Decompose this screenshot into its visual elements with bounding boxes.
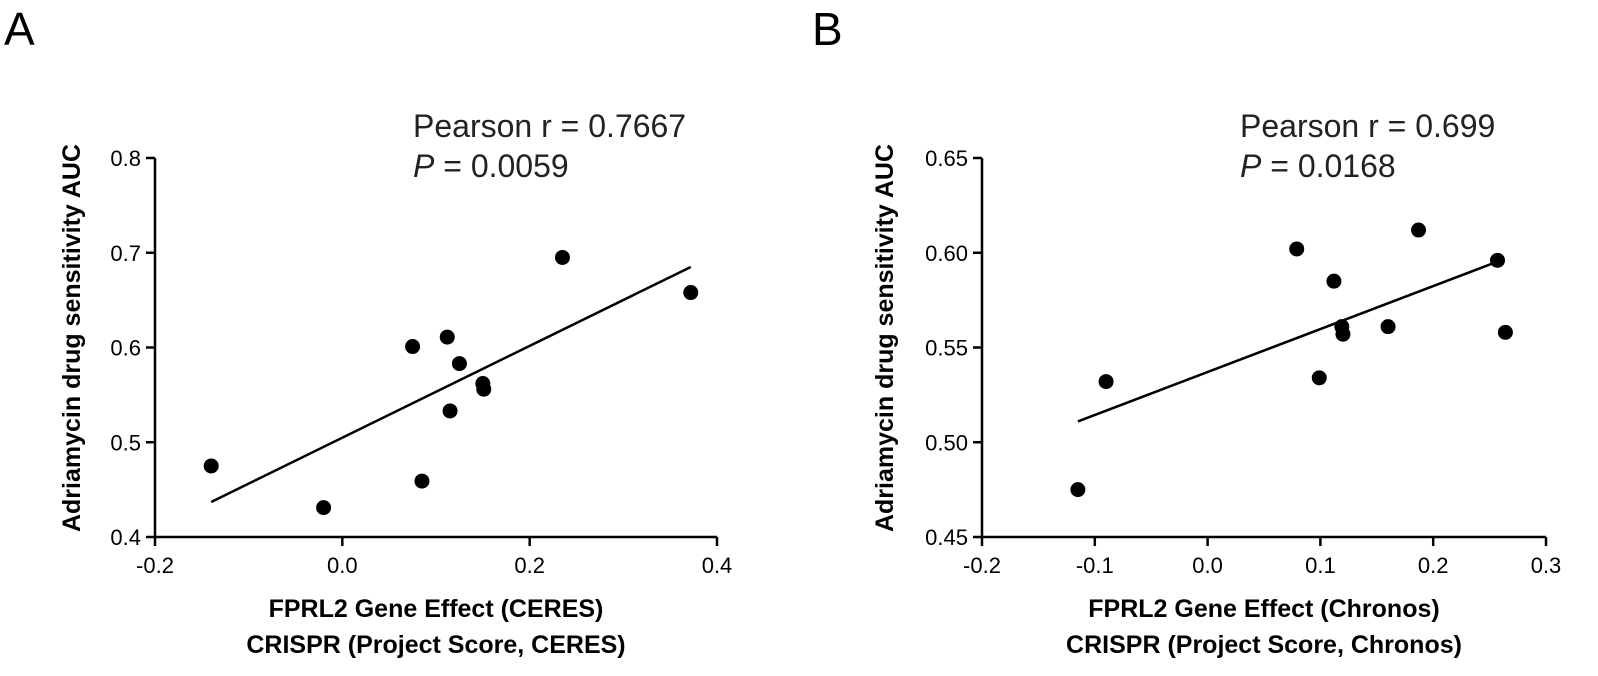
data-point xyxy=(1326,273,1342,289)
x-tick-label: 0.1 xyxy=(1305,553,1336,578)
x-tick-label: 0.2 xyxy=(1418,553,1449,578)
y-axis-label: Adriamycin drug sensitivity AUC xyxy=(871,144,899,532)
data-point xyxy=(203,458,219,474)
p-symbol: P xyxy=(413,148,435,184)
x-tick-label: -0.2 xyxy=(963,553,1001,578)
data-point xyxy=(1411,222,1427,238)
scatter-chart-b: 0.45 0.50 0.55 0.60 0.65 -0.2 -0.1 0.0 0.1 0.2 0.3… xyxy=(871,108,1561,659)
data-point xyxy=(1070,482,1086,498)
x-tick-label: -0.1 xyxy=(1076,553,1114,578)
p-value-annotation: P = 0.0059 xyxy=(413,148,569,184)
regression-line xyxy=(210,265,692,504)
data-point xyxy=(1497,324,1513,340)
data-point xyxy=(554,249,570,265)
y-tick-label: 0.65 xyxy=(925,146,968,171)
y-tick-label: 0.7 xyxy=(110,241,141,266)
x-tick-label: -0.2 xyxy=(136,553,174,578)
x-axis-sublabel: CRISPR (Project Score, CERES) xyxy=(246,631,625,659)
y-tick-label: 0.50 xyxy=(925,430,968,455)
p-value-annotation: P = 0.0168 xyxy=(1240,148,1396,184)
pearson-r-annotation: Pearson r = 0.7667 xyxy=(413,108,686,144)
x-tick-label: 0.3 xyxy=(1531,553,1562,578)
y-tick-label: 0.6 xyxy=(110,336,141,361)
y-tick-label: 0.60 xyxy=(925,241,968,266)
data-point xyxy=(1380,319,1396,335)
data-point xyxy=(414,473,430,489)
scatter-chart-a: 0.4 0.5 0.6 0.7 0.8 -0.2 0.0 0.2 0.4 FPRL2 Gene E… xyxy=(58,108,732,659)
data-point xyxy=(1098,374,1114,390)
x-tick-label: 0.0 xyxy=(1192,553,1223,578)
x-axis-sublabel: CRISPR (Project Score, Chronos) xyxy=(1066,631,1462,659)
y-tick-label: 0.5 xyxy=(110,430,141,455)
data-point xyxy=(1489,252,1505,268)
panel-label-b: B xyxy=(812,3,843,55)
x-tick-label: 0.0 xyxy=(327,553,358,578)
x-tick-label: 0.2 xyxy=(514,553,545,578)
y-axis-label: Adriamycin drug sensitivity AUC xyxy=(58,144,86,532)
data-point xyxy=(683,285,699,301)
data-point xyxy=(439,329,455,345)
panel-label-a: A xyxy=(4,3,35,55)
data-point xyxy=(451,356,467,372)
p-symbol: P xyxy=(1240,148,1262,184)
data-point xyxy=(405,339,421,355)
regression-line xyxy=(1077,259,1502,423)
p-value: = 0.0168 xyxy=(1261,148,1395,184)
x-tick-label: 0.4 xyxy=(702,553,733,578)
data-point xyxy=(442,403,458,419)
pearson-r-annotation: Pearson r = 0.699 xyxy=(1240,108,1495,144)
data-point xyxy=(1311,370,1327,386)
data-point xyxy=(1289,241,1305,257)
x-axis-label: FPRL2 Gene Effect (CERES) xyxy=(269,595,604,623)
p-value: = 0.0059 xyxy=(434,148,568,184)
y-tick-label: 0.4 xyxy=(110,525,141,550)
y-tick-label: 0.55 xyxy=(925,336,968,361)
data-point xyxy=(1335,326,1351,342)
y-tick-label: 0.45 xyxy=(925,525,968,550)
y-tick-label: 0.8 xyxy=(110,146,141,171)
data-point xyxy=(476,381,492,397)
x-axis-label: FPRL2 Gene Effect (Chronos) xyxy=(1088,595,1439,623)
data-point xyxy=(316,500,332,516)
